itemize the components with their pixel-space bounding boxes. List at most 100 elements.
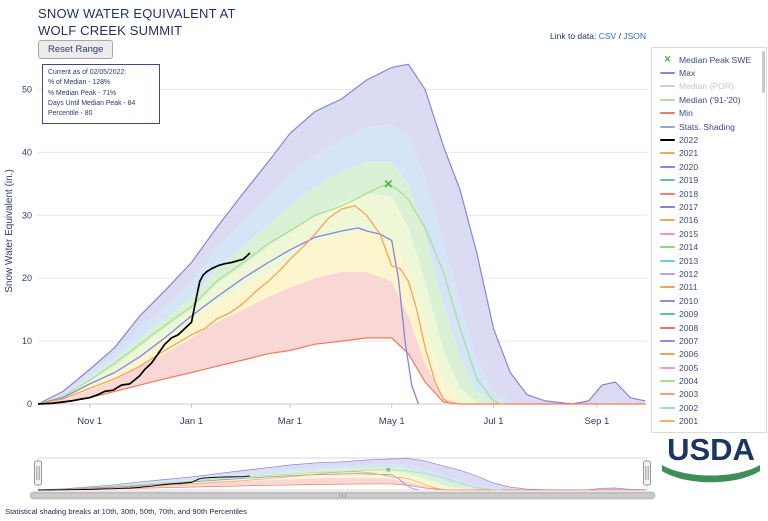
legend-item-label: Min [679, 108, 693, 119]
series-line-icon [660, 393, 675, 396]
legend-item-2010[interactable]: 2010 [660, 294, 764, 307]
navigator-scrollbar[interactable] [29, 491, 656, 500]
json-link[interactable]: JSON [623, 31, 646, 41]
stats-shading-nav [37, 458, 646, 491]
legend-item-2014[interactable]: 2014 [660, 240, 764, 253]
svg-text:0: 0 [27, 399, 32, 409]
line-min-nav [37, 483, 646, 491]
legend-item-2019[interactable]: 2019 [660, 174, 764, 187]
series-median-91-20- [37, 183, 503, 405]
peak-marker-icon: ✕ [663, 54, 672, 65]
svg-text:20: 20 [22, 273, 32, 283]
legend-item-label: Median Peak SWE [679, 54, 752, 65]
annotation-line: % of Median - 128% [48, 79, 111, 87]
legend-item-label: 2009 [679, 309, 699, 320]
legend-item-2009[interactable]: 2009 [660, 307, 764, 320]
legend-item-label: Stats. Shading [679, 121, 735, 132]
legend-item-2011[interactable]: 2011 [660, 281, 764, 294]
legend-item-label: 2001 [679, 416, 699, 427]
legend-item-label: 2017 [679, 201, 699, 212]
legend-item-median-91-20-[interactable]: Median ('91-'20) [660, 93, 764, 106]
csv-link[interactable]: CSV [598, 31, 617, 41]
legend-item-2005[interactable]: 2005 [660, 361, 764, 374]
series-2022-nav [37, 475, 250, 491]
legend-item-label: 2008 [679, 322, 699, 333]
series-line-icon [660, 125, 675, 128]
series-line-icon [660, 299, 675, 302]
footer-note: Statistical shading breaks at 10th, 30th… [5, 507, 247, 516]
link-label: Link to data: [550, 31, 597, 41]
legend-item-2008[interactable]: 2008 [660, 321, 764, 334]
navigator-handle-left[interactable] [34, 460, 42, 486]
legend-item-2021[interactable]: 2021 [660, 147, 764, 160]
legend-item-2004[interactable]: 2004 [660, 374, 764, 387]
series-line-icon [660, 380, 675, 383]
legend-item-2012[interactable]: 2012 [660, 267, 764, 280]
legend-item-2007[interactable]: 2007 [660, 334, 764, 347]
navigator[interactable] [37, 457, 648, 491]
series-line-icon [660, 366, 675, 369]
legend-item-max[interactable]: Max [660, 66, 764, 79]
band-pct-10-30 [38, 231, 646, 404]
median-peak-marker-nav [386, 467, 391, 472]
series-line-icon [660, 272, 675, 275]
legend-item-2003[interactable]: 2003 [660, 388, 764, 401]
legend-item-label: 2007 [679, 335, 699, 346]
legend-item-2018[interactable]: 2018 [660, 187, 764, 200]
series-line-icon [660, 313, 675, 316]
svg-text:50: 50 [22, 84, 32, 94]
svg-text:Jan 1: Jan 1 [180, 416, 203, 427]
page-title: SNOW WATER EQUIVALENT AT WOLF CREEK SUMM… [38, 6, 236, 40]
navigator-handle-right[interactable] [643, 460, 651, 486]
legend-item-2016[interactable]: 2016 [660, 214, 764, 227]
svg-text:Sep 1: Sep 1 [585, 416, 610, 427]
legend-item-label: 2011 [679, 282, 698, 293]
annotation-line: Percentile - 80 [48, 110, 93, 118]
plot-area[interactable] [37, 63, 646, 405]
stats-shading [37, 63, 646, 405]
legend-item-2001[interactable]: 2001 [660, 415, 764, 428]
annotation-line: Current as of 02/05/2022: [48, 69, 127, 76]
legend-scrollbar[interactable] [762, 51, 765, 93]
series-line-icon [660, 179, 675, 182]
legend-item-median-peak-swe[interactable]: ✕ Median Peak SWE [660, 53, 764, 66]
series-2021 [37, 205, 453, 405]
svg-text:30: 30 [22, 210, 32, 220]
legend-item-label: 2005 [679, 362, 699, 373]
series-line-icon [660, 152, 675, 155]
legend-item-label: 2020 [679, 161, 699, 172]
legend-item-label: Median (POR) [679, 81, 734, 92]
annotation-line: Days Until Median Peak - 84 [48, 100, 136, 108]
svg-text:40: 40 [22, 147, 32, 157]
legend-item-2006[interactable]: 2006 [660, 348, 764, 361]
legend-item-stats-shading[interactable]: Stats. Shading [660, 120, 764, 133]
annotation-box: Current as of 02/05/2022: % of Median - … [42, 64, 160, 124]
legend-item-min[interactable]: Min [660, 107, 764, 120]
legend-item-2013[interactable]: 2013 [660, 254, 764, 267]
svg-text:Snow Water Equivalent (in.): Snow Water Equivalent (in.) [4, 169, 15, 293]
legend-item-label: 2010 [679, 295, 699, 306]
svg-text:Nov 1: Nov 1 [77, 416, 102, 427]
legend: ✕ Median Peak SWE Max Median (POR) Median ('… [651, 47, 767, 433]
series-line-icon [660, 420, 675, 423]
series-line-icon [660, 326, 675, 329]
legend-item-median-por-[interactable]: Median (POR) [660, 80, 764, 93]
legend-item-2002[interactable]: 2002 [660, 401, 764, 414]
series-line-icon [660, 353, 675, 356]
series-line-icon [660, 286, 675, 289]
legend-item-2017[interactable]: 2017 [660, 200, 764, 213]
legend-item-2020[interactable]: 2020 [660, 160, 764, 173]
legend-item-label: 2018 [679, 188, 699, 199]
series-2020 [37, 227, 420, 405]
series-line-icon [660, 232, 675, 235]
series-line-icon [660, 72, 675, 75]
reset-range-button[interactable]: Reset Range [38, 40, 114, 59]
series-line-icon [660, 165, 675, 168]
legend-item-label: 2006 [679, 349, 699, 360]
band-pct-90-max [38, 64, 646, 405]
svg-text:10: 10 [22, 336, 32, 346]
series-line-icon [660, 98, 675, 101]
legend-item-2022[interactable]: 2022 [660, 133, 764, 146]
legend-item-2015[interactable]: 2015 [660, 227, 764, 240]
